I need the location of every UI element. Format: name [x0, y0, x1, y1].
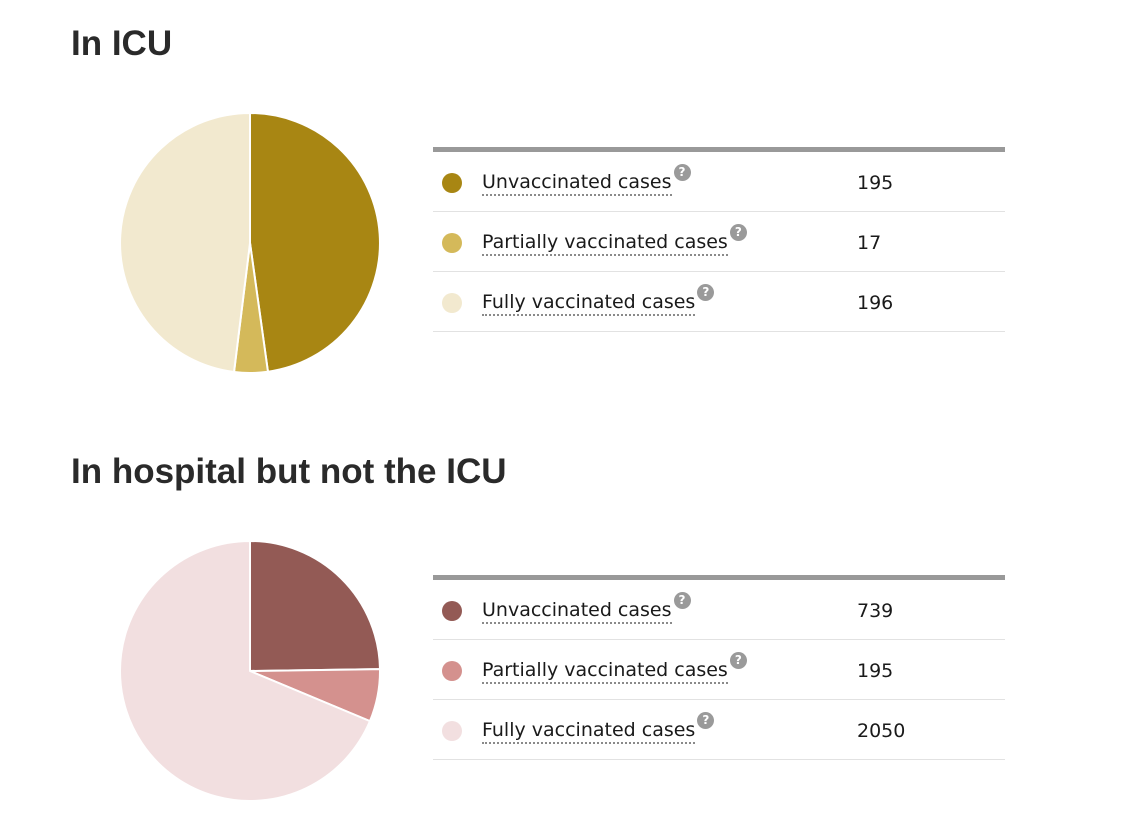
fully-vaccinated-slice[interactable] [119, 540, 371, 802]
legend-row-partially-vaccinated: Partially vaccinated cases? 17 [433, 212, 1005, 272]
row-label-text: Unvaccinated cases [482, 599, 672, 621]
question-icon[interactable]: ? [673, 592, 691, 609]
partially-vaccinated-swatch [442, 233, 462, 253]
legend-row-fully-vaccinated: Fully vaccinated cases? 2050 [433, 700, 1005, 760]
row-label-text: Fully vaccinated cases [482, 719, 696, 741]
icu-section: In ICU Unvaccinated cases? 195 Partially… [71, 24, 1005, 374]
fully-vaccinated-value: 196 [857, 292, 894, 314]
question-icon[interactable]: ? [697, 284, 715, 301]
question-icon[interactable]: ? [729, 652, 747, 669]
question-icon[interactable]: ? [729, 224, 747, 241]
unvaccinated-label[interactable]: Unvaccinated cases? [482, 164, 691, 196]
legend-row-fully-vaccinated: Fully vaccinated cases? 196 [433, 272, 1005, 332]
row-label-text: Partially vaccinated cases [482, 659, 728, 681]
legend-table: Unvaccinated cases? 195 Partially vaccin… [433, 147, 1005, 332]
pie-chart [119, 540, 381, 802]
hospital-section: In hospital but not the ICU Unvaccinated… [0, 428, 1137, 837]
fully-vaccinated-label[interactable]: Fully vaccinated cases? [482, 284, 715, 316]
partially-vaccinated-value: 195 [857, 660, 894, 682]
unvaccinated-slice[interactable] [249, 540, 381, 672]
legend-row-partially-vaccinated: Partially vaccinated cases? 195 [433, 640, 1005, 700]
row-label-text: Partially vaccinated cases [482, 231, 728, 253]
row-label-text: Fully vaccinated cases [482, 291, 696, 313]
partially-vaccinated-label[interactable]: Partially vaccinated cases? [482, 652, 747, 684]
partially-vaccinated-swatch [442, 661, 462, 681]
unvaccinated-value: 195 [857, 172, 894, 194]
fully-vaccinated-slice[interactable] [119, 112, 251, 374]
legend-row-unvaccinated: Unvaccinated cases? 195 [433, 152, 1005, 212]
section-title: In ICU [71, 24, 173, 63]
row-label-text: Unvaccinated cases [482, 171, 672, 193]
partially-vaccinated-value: 17 [857, 232, 882, 254]
section-title: In hospital but not the ICU [71, 452, 507, 491]
legend-table: Unvaccinated cases? 739 Partially vaccin… [433, 575, 1005, 760]
unvaccinated-swatch [442, 173, 462, 193]
fully-vaccinated-swatch [442, 293, 462, 313]
question-icon[interactable]: ? [673, 164, 691, 181]
unvaccinated-slice[interactable] [249, 112, 381, 373]
pie-chart [119, 112, 381, 374]
question-icon[interactable]: ? [697, 712, 715, 729]
legend-row-unvaccinated: Unvaccinated cases? 739 [433, 580, 1005, 640]
unvaccinated-label[interactable]: Unvaccinated cases? [482, 592, 691, 624]
fully-vaccinated-swatch [442, 721, 462, 741]
partially-vaccinated-label[interactable]: Partially vaccinated cases? [482, 224, 747, 256]
fully-vaccinated-value: 2050 [857, 720, 906, 742]
fully-vaccinated-label[interactable]: Fully vaccinated cases? [482, 712, 715, 744]
unvaccinated-value: 739 [857, 600, 894, 622]
unvaccinated-swatch [442, 601, 462, 621]
